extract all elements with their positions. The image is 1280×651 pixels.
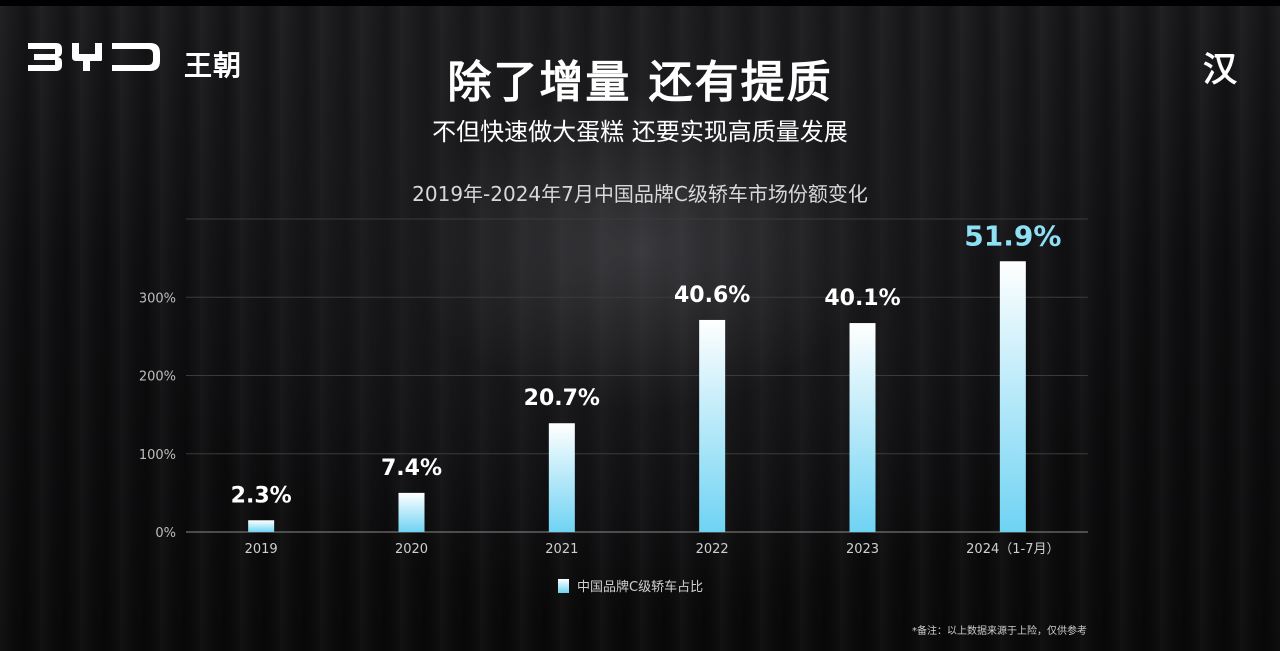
x-tick-label: 2022	[696, 542, 729, 557]
x-tick-label: 2019	[245, 542, 278, 557]
chart-legend: 中国品牌C级轿车占比	[558, 576, 703, 595]
data-label: 7.4%	[381, 456, 442, 481]
legend-swatch	[558, 578, 569, 593]
footnote: *备注：以上数据来源于上险，仅供参考	[912, 626, 1087, 637]
bar	[999, 261, 1026, 532]
bar	[548, 423, 575, 532]
y-tick-label: 100%	[139, 448, 176, 463]
y-tick-label: 200%	[139, 370, 176, 385]
x-tick-label: 2024（1-7月）	[966, 542, 1059, 557]
legend-label: 中国品牌C级轿车占比	[577, 580, 704, 595]
dynasty-logo-text: 王朝	[184, 49, 243, 82]
bar	[849, 323, 876, 532]
data-label: 40.1%	[824, 286, 900, 311]
byd-logo	[28, 43, 160, 71]
bar	[248, 520, 275, 532]
han-logo-text: 汉	[1203, 50, 1237, 90]
data-label: 40.6%	[674, 283, 750, 308]
data-label: 51.9%	[964, 219, 1061, 252]
data-label: 20.7%	[524, 386, 600, 411]
slide-subtitle: 不但快速做大蛋糕 还要实现高质量发展	[432, 118, 848, 146]
x-tick-label: 2021	[545, 542, 578, 557]
bar	[699, 319, 726, 532]
y-tick-label: 0%	[155, 526, 176, 541]
top-strip	[0, 0, 1280, 6]
chart-title: 2019年-2024年7月中国品牌C级轿车市场份额变化	[412, 182, 868, 206]
slide-title: 除了增量 还有提质	[447, 57, 833, 108]
bar	[398, 492, 425, 532]
y-tick-label: 300%	[139, 291, 176, 306]
data-label: 2.3%	[231, 483, 292, 508]
x-tick-label: 2023	[846, 542, 879, 557]
x-tick-label: 2020	[395, 542, 428, 557]
